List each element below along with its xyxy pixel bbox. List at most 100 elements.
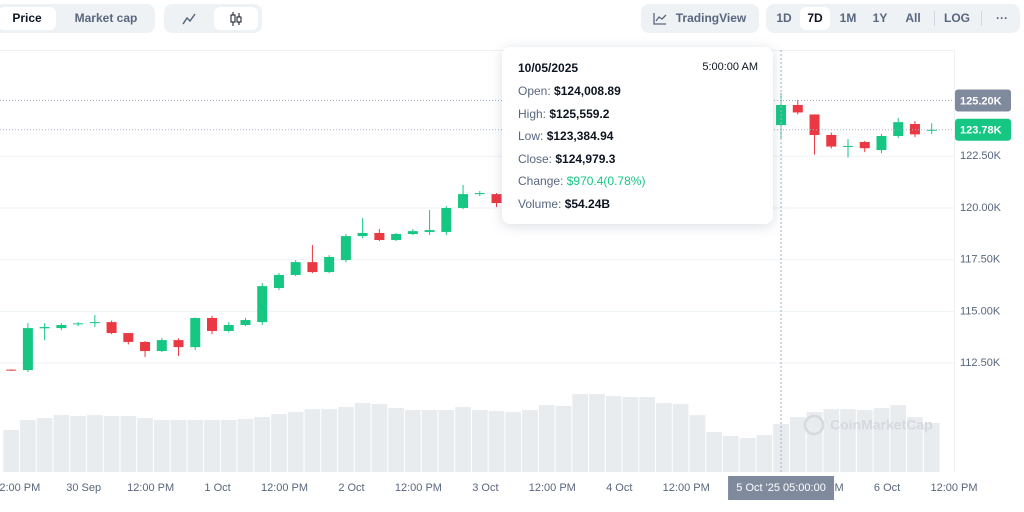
separator xyxy=(981,11,982,26)
volume-bar xyxy=(187,419,204,472)
range-button[interactable]: 7D xyxy=(800,7,830,30)
chart-style-group xyxy=(164,4,262,33)
volume-bar xyxy=(806,412,823,472)
tooltip-row: Close: $124,979.3 xyxy=(518,152,615,166)
y-tick-label: 112.50K xyxy=(960,357,1001,369)
volume-bar xyxy=(3,429,20,472)
log-button[interactable]: LOG xyxy=(944,11,970,25)
volume-bar xyxy=(371,404,388,472)
volume-bar xyxy=(689,415,706,472)
volume-bar xyxy=(890,405,907,472)
crosshair-box xyxy=(728,476,835,500)
x-tick-label: 1 Oct xyxy=(204,482,230,494)
y-tick-label: 115.00K xyxy=(960,305,1001,317)
row-name: Change: xyxy=(518,174,564,188)
volume-bar xyxy=(856,410,873,472)
tradingview-button[interactable]: TradingView xyxy=(641,4,759,33)
row-value: $124,979.3 xyxy=(555,152,616,166)
range-button[interactable]: 1Y xyxy=(872,11,888,25)
x-tick-label: 12:00 PM xyxy=(127,482,174,494)
x-tick-label: 3 Oct xyxy=(472,482,498,494)
candle-body xyxy=(909,124,920,135)
range-group: 1D 7D 1M 1Y All LOG ··· xyxy=(766,4,1020,33)
volume-bar xyxy=(338,406,354,472)
x-tick-label: 12:00 PM xyxy=(261,482,308,494)
x-tick-label: 6 Oct xyxy=(874,482,900,494)
candle-body xyxy=(273,274,284,288)
volume-bar xyxy=(153,419,170,472)
volume-bar xyxy=(103,416,120,472)
candle-body xyxy=(290,262,301,275)
tooltip-row: Volume: $54.24B xyxy=(518,197,610,211)
volume-bar xyxy=(237,419,254,472)
volume-bar xyxy=(722,436,739,472)
line-style-button[interactable] xyxy=(168,7,210,30)
volume-bar xyxy=(471,410,488,472)
x-tick-label: 12:00 PM xyxy=(395,482,442,494)
candle-body xyxy=(173,340,184,348)
range-button[interactable]: 1M xyxy=(839,11,857,25)
candle-body xyxy=(223,324,234,331)
candle-body xyxy=(257,286,268,323)
separator xyxy=(934,11,935,26)
price-marker-box xyxy=(955,118,1011,141)
candle-body xyxy=(240,320,251,325)
row-name: High: xyxy=(518,107,547,121)
range-button[interactable]: All xyxy=(905,11,921,25)
volume-bar xyxy=(120,416,137,472)
volume-bar xyxy=(639,397,656,472)
candle-body xyxy=(207,317,217,331)
candle-body xyxy=(22,328,33,371)
volume-bar xyxy=(271,414,287,472)
tab[interactable]: Market cap xyxy=(74,11,138,25)
volume-bar xyxy=(170,419,187,472)
volume-bar xyxy=(204,419,220,472)
crosshair-label: 5 Oct '25 05:00:00 xyxy=(736,482,826,494)
price-marker-label: 125.20K xyxy=(960,95,1002,107)
x-tick-label: 12:00 PM xyxy=(663,482,710,494)
candle-body xyxy=(324,256,335,273)
watermark: CoinMarketCap xyxy=(803,414,933,436)
tooltip-row: High: $125,559.2 xyxy=(518,107,609,121)
row-value: $54.24B xyxy=(564,197,611,211)
candle-body xyxy=(859,142,870,149)
row-value: $970.4(0.78%) xyxy=(566,174,646,188)
tooltip-row: Open: $124,008.89 xyxy=(518,84,621,98)
volume-bar xyxy=(555,406,572,472)
candle-body xyxy=(39,327,50,329)
volume-bar xyxy=(287,412,304,472)
volume-bar xyxy=(388,408,404,472)
candle-body xyxy=(190,317,201,348)
volume-bar xyxy=(923,423,940,472)
row-value: $125,559.2 xyxy=(549,107,610,121)
volume-bar xyxy=(354,403,371,472)
candle-body xyxy=(140,341,151,352)
candle-body xyxy=(843,145,853,147)
row-name: Volume: xyxy=(518,197,562,211)
volume-bar xyxy=(220,419,237,472)
volume-bar xyxy=(70,416,86,472)
candle-style-button[interactable] xyxy=(214,7,258,30)
volume-bar xyxy=(421,410,438,472)
volume-bar xyxy=(656,403,672,472)
volume-bar xyxy=(522,410,538,472)
volume-bar xyxy=(36,418,53,472)
tooltip-time: 5:00:00 AM xyxy=(702,61,758,73)
price-marker-label: 123.78K xyxy=(960,125,1002,137)
more-button[interactable]: ··· xyxy=(996,11,1008,25)
x-tick-label: 12:00 PM xyxy=(529,482,576,494)
tab[interactable]: Price xyxy=(0,7,56,30)
row-name: Open: xyxy=(518,84,551,98)
tooltip-row: Low: $123,384.94 xyxy=(518,129,613,143)
watermark-text: CoinMarketCap xyxy=(830,417,933,433)
volume-bar xyxy=(739,438,756,472)
volume-bar xyxy=(20,419,36,472)
volume-bar xyxy=(589,394,605,472)
row-value: $124,008.89 xyxy=(554,84,621,98)
volume-bar xyxy=(455,406,471,472)
candle-body xyxy=(340,236,351,261)
volume-bar xyxy=(706,432,722,472)
volume-bar xyxy=(438,410,455,472)
range-button[interactable]: 1D xyxy=(776,11,792,25)
